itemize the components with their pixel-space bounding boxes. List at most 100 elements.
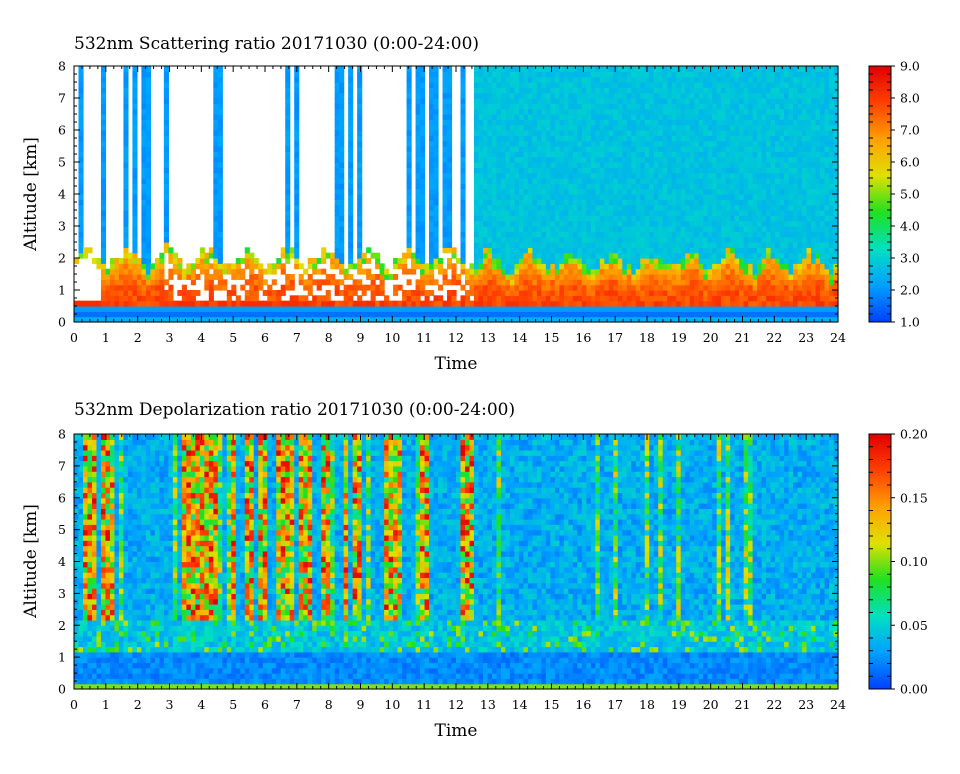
heatmap-cell [491, 119, 498, 126]
heatmap-cell [420, 156, 426, 163]
heatmap-cell [127, 258, 134, 264]
heatmap-cell [635, 146, 641, 152]
heatmap-cell [721, 226, 727, 232]
heatmap-cell [653, 226, 659, 232]
heatmap-cell [195, 274, 201, 280]
heatmap-cell [613, 279, 619, 286]
heatmap-cell [303, 306, 309, 312]
heatmap-cell [244, 252, 250, 259]
heatmap-cell [559, 226, 565, 232]
heatmap-cell [775, 183, 781, 190]
heatmap-cell [190, 290, 196, 296]
heatmap-cell [766, 172, 772, 179]
heatmap-cell [541, 252, 547, 259]
heatmap-cell [622, 300, 628, 307]
heatmap-cell [608, 66, 614, 72]
heatmap-cell [536, 103, 542, 110]
heatmap-cell [644, 210, 650, 216]
heatmap-cell [433, 103, 439, 110]
heatmap-cell [631, 194, 637, 200]
heatmap-cell [532, 231, 538, 238]
heatmap-cell [559, 135, 565, 142]
heatmap-cell [478, 215, 484, 222]
heatmap-cell [631, 162, 637, 168]
heatmap-cell [680, 167, 686, 174]
heatmap-cell [78, 167, 84, 174]
heatmap-cell [163, 162, 169, 168]
heatmap-cell [775, 135, 781, 142]
heatmap-cell [658, 172, 664, 179]
heatmap-cell [406, 178, 412, 184]
heatmap-cell [460, 92, 466, 99]
heatmap-cell [568, 130, 574, 136]
heatmap-cell [514, 178, 520, 184]
heatmap-cell [658, 98, 664, 104]
heatmap-cell [604, 82, 610, 88]
heatmap-cell [685, 98, 691, 104]
heatmap-cell [694, 306, 700, 312]
heatmap-cell [433, 247, 439, 254]
heatmap-cell [550, 119, 556, 126]
heatmap-cell [734, 140, 740, 147]
heatmap-cell [698, 108, 704, 115]
heatmap-cell [685, 247, 691, 254]
heatmap-cell [357, 183, 363, 190]
heatmap-cell [541, 114, 547, 120]
heatmap-cell [613, 82, 619, 88]
heatmap-cell [559, 279, 565, 286]
heatmap-cell [532, 242, 538, 248]
heatmap-cell [325, 252, 331, 259]
heatmap-cell [707, 252, 713, 259]
heatmap-cell [186, 274, 192, 280]
heatmap-cell [523, 140, 529, 147]
heatmap-cell [658, 188, 664, 195]
heatmap-cell [545, 92, 551, 99]
heatmap-cell [132, 263, 138, 270]
heatmap-cell [631, 130, 637, 136]
heatmap-cell [761, 263, 767, 270]
heatmap-cell [464, 316, 471, 323]
heatmap-cell [307, 279, 313, 286]
heatmap-cell [644, 124, 650, 131]
heatmap-cell [433, 82, 439, 88]
heatmap-cell [590, 162, 596, 168]
heatmap-cell [339, 98, 345, 104]
heatmap-cell [294, 76, 300, 83]
heatmap-cell [357, 130, 363, 136]
heatmap-cell [685, 167, 691, 174]
heatmap-cell [608, 220, 614, 227]
heatmap-cell [509, 178, 516, 184]
heatmap-cell [496, 236, 502, 243]
heatmap-cell [779, 242, 785, 248]
heatmap-cell [725, 242, 731, 248]
heatmap-cell [662, 220, 668, 227]
heatmap-cell [730, 252, 736, 259]
heatmap-cell [442, 98, 448, 104]
heatmap-cell [509, 226, 516, 232]
heatmap-cell [748, 135, 754, 142]
heatmap-cell [577, 204, 583, 211]
heatmap-cell [707, 306, 713, 312]
heatmap-cell [523, 258, 529, 264]
heatmap-cell [604, 183, 610, 190]
heatmap-cell [554, 92, 560, 99]
heatmap-cell [608, 82, 614, 88]
heatmap-cell [482, 76, 489, 83]
heatmap-cell [491, 284, 498, 291]
heatmap-cell [698, 290, 704, 296]
heatmap-cell [739, 284, 745, 291]
heatmap-cell [644, 178, 650, 184]
heatmap-cell [622, 135, 628, 142]
heatmap-cell [541, 194, 547, 200]
heatmap-cell [213, 66, 219, 72]
heatmap-cell [460, 252, 466, 259]
heatmap-cell [406, 194, 412, 200]
heatmap-cell [784, 268, 790, 275]
heatmap-cell [132, 98, 138, 104]
heatmap-cell [622, 178, 628, 184]
heatmap-cell [487, 279, 493, 286]
heatmap-cell [766, 226, 772, 232]
heatmap-cell [532, 284, 538, 291]
heatmap-cell [667, 295, 673, 302]
heatmap-cell [294, 167, 300, 174]
